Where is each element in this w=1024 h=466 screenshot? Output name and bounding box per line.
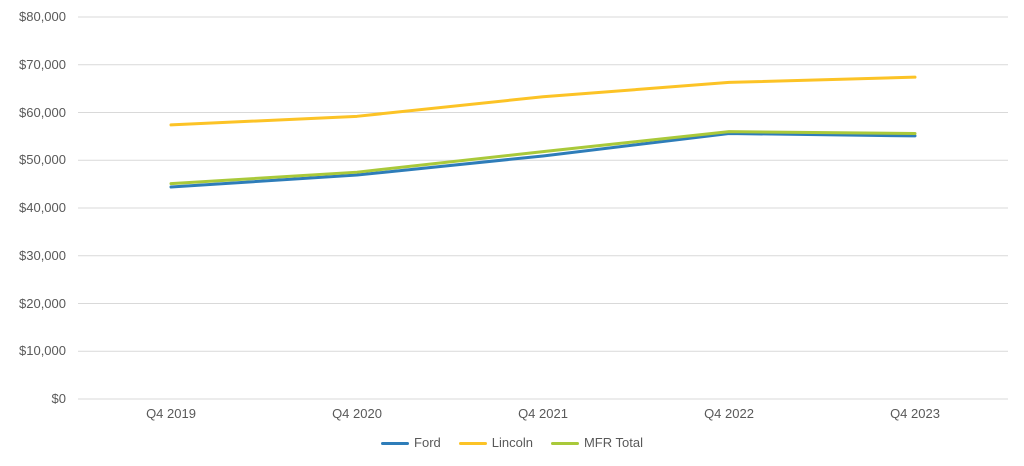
- legend-label: Lincoln: [491, 435, 533, 450]
- legend-line-swatch: [381, 441, 410, 445]
- x-tick-label: Q4 2020: [332, 406, 382, 421]
- y-tick-label: $50,000: [19, 152, 66, 168]
- legend-line-swatch: [458, 441, 487, 445]
- legend-item-lincoln[interactable]: Lincoln: [458, 435, 533, 450]
- y-tick-label: $70,000: [19, 56, 66, 72]
- legend-line-swatch: [550, 441, 579, 445]
- legend-item-ford[interactable]: Ford: [381, 436, 441, 450]
- x-tick-label: Q4 2021: [518, 406, 568, 421]
- y-tick-label: $0: [51, 391, 66, 406]
- legend-label: Ford: [414, 435, 441, 450]
- legend-label: MFR Total: [583, 435, 643, 450]
- x-tick-label: Q4 2019: [146, 406, 196, 421]
- series-line-ford: [169, 132, 917, 189]
- series-line-lincoln: [169, 75, 917, 127]
- y-tick-label: $30,000: [19, 247, 66, 263]
- x-tick-label: Q4 2022: [704, 406, 754, 421]
- y-tick-label: $80,000: [19, 9, 66, 24]
- y-tick-label: $60,000: [19, 104, 66, 120]
- series-line-mfr-total: [169, 130, 917, 186]
- y-tick-label: $20,000: [19, 295, 66, 311]
- y-tick-label: $40,000: [19, 200, 66, 215]
- x-tick-label: Q4 2023: [890, 406, 940, 421]
- legend-item-mfr-total[interactable]: MFR Total: [550, 435, 643, 450]
- legend: Ford Lincoln MFR Total: [0, 436, 1024, 450]
- y-tick-label: $10,000: [19, 343, 66, 359]
